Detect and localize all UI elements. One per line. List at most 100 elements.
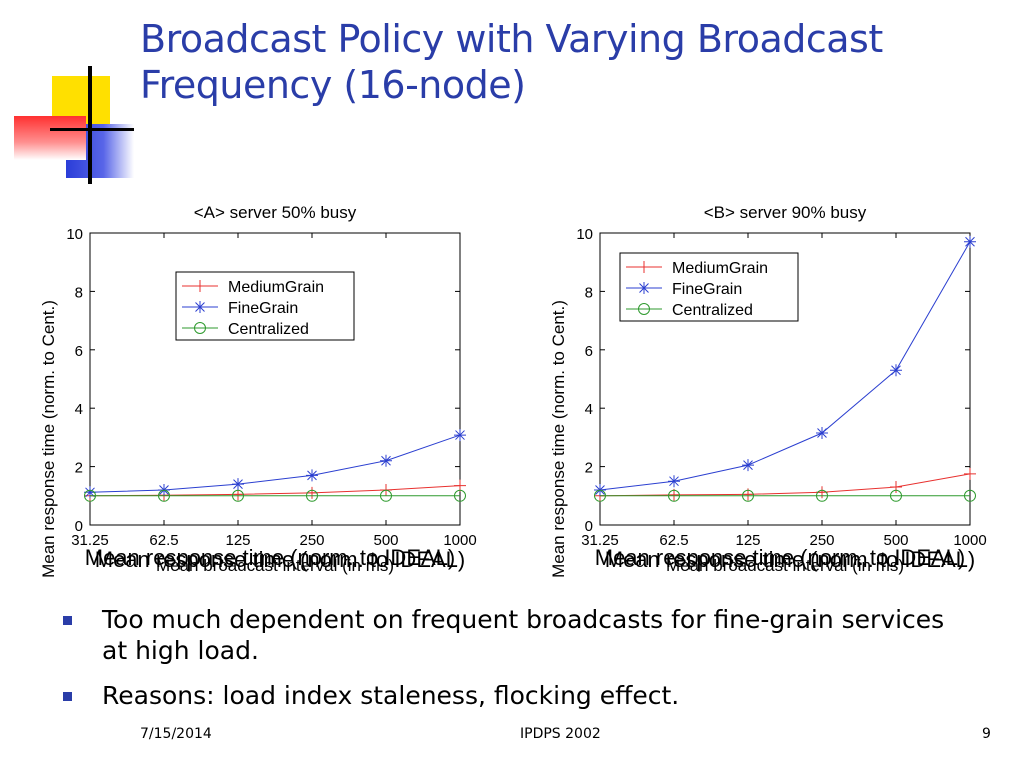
x-axis-label: Mean broadcast interval (in ms) (156, 556, 394, 575)
overlapping-axis-label: Mean response time (norm. to IDEAL) (605, 547, 975, 572)
y-tick-label: 4 (585, 401, 593, 418)
data-point (816, 489, 828, 502)
data-point (84, 486, 96, 499)
legend-label: MediumGrain (672, 260, 768, 277)
legend-marker (194, 322, 206, 334)
chart-title: <B> server 90% busy (704, 203, 867, 222)
plot-frame (599, 232, 971, 526)
data-point (890, 364, 902, 377)
y-tick-label: 8 (75, 284, 83, 301)
x-axis-label: Mean broadcast interval (in ms) (666, 556, 904, 575)
footer-date: 7/15/2014 (140, 726, 212, 742)
logo-graphic (0, 0, 140, 190)
overlapping-axis-label: Mean response time (norm. to IDEAL) (85, 545, 455, 570)
data-point (668, 488, 680, 501)
y-tick-label: 8 (585, 284, 593, 301)
chart-title: <A> server 50% busy (194, 203, 357, 222)
overlapping-axis-label: Mean response time (norm. to IDEAL) (595, 545, 965, 570)
data-point (454, 489, 466, 502)
data-point (742, 489, 754, 502)
x-tick-label: 500 (373, 532, 398, 549)
legend-label: FineGrain (672, 281, 742, 298)
logo-horizontal-line (50, 128, 134, 131)
bullet-square-icon (63, 616, 72, 625)
plot-frame (89, 232, 461, 526)
y-tick-label: 6 (585, 343, 593, 360)
x-tick-label: 250 (809, 532, 834, 549)
data-point (380, 454, 392, 467)
overlapping-axis-label: Mean response time (norm. to IDEAL) (95, 547, 465, 572)
legend-marker (194, 280, 206, 292)
x-tick-label: 1000 (953, 532, 986, 549)
legend-label: Centralized (672, 302, 753, 319)
series-line (599, 473, 971, 497)
data-point (594, 489, 606, 502)
data-point (668, 489, 680, 502)
legend-label: MediumGrain (228, 279, 324, 296)
y-tick-label: 0 (585, 518, 593, 535)
x-tick-label: 125 (735, 532, 760, 549)
x-tick-label: 500 (883, 532, 908, 549)
x-tick-label: 62.5 (659, 532, 688, 549)
data-point (306, 489, 318, 502)
logo-vertical-line (88, 66, 92, 184)
bullet-item: Too much dependent on frequent broadcast… (60, 604, 960, 666)
y-tick-label: 10 (576, 226, 593, 243)
data-point (964, 235, 976, 248)
y-axis-label: Mean response time (norm. to Cent.) (549, 300, 568, 578)
bullet-square-icon (63, 692, 72, 701)
legend-marker (638, 303, 650, 315)
data-point (890, 489, 902, 502)
data-point (454, 429, 466, 442)
x-tick-label: 250 (299, 532, 324, 549)
y-tick-label: 10 (66, 226, 83, 243)
x-tick-label: 31.25 (581, 532, 619, 549)
data-point (232, 478, 244, 491)
data-point (232, 489, 244, 502)
data-point (158, 489, 170, 502)
bullet-item: Reasons: load index staleness, flocking … (60, 680, 960, 711)
series-centralized (84, 489, 466, 502)
logo-red-bar (14, 116, 86, 160)
x-tick-label: 31.25 (71, 532, 109, 549)
legend: MediumGrain FineGrain Centralized (619, 252, 799, 322)
bullet-text: Reasons: load index staleness, flocking … (102, 681, 680, 710)
slide-title-line-2: Frequency (16-node) (140, 63, 526, 107)
legend: MediumGrain FineGrain Centralized (175, 271, 355, 341)
data-point (380, 489, 392, 502)
data-point (890, 481, 902, 494)
y-tick-label: 2 (75, 460, 83, 477)
data-point (84, 489, 96, 502)
legend-marker (638, 261, 650, 273)
series-mediumgrain (594, 467, 976, 502)
data-point (668, 475, 680, 488)
bullet-text: Too much dependent on frequent broadcast… (102, 605, 945, 665)
footer-page-number: 9 (982, 726, 991, 742)
chart-b: <B> server 90% busy 0 2 4 6 8 10 31.25 62.5 125 25… (549, 203, 987, 578)
series-centralized (594, 489, 976, 502)
data-point (306, 469, 318, 482)
data-point (816, 427, 828, 440)
slide-title: Broadcast Policy with Varying Broadcast … (140, 16, 1000, 108)
footer-event: IPDPS 2002 (520, 726, 601, 742)
x-tick-label: 125 (225, 532, 250, 549)
legend-marker (638, 282, 650, 294)
legend-marker (194, 301, 206, 313)
data-point (742, 459, 754, 472)
bullet-list: Too much dependent on frequent broadcast… (60, 604, 960, 725)
series-line (89, 434, 461, 493)
y-tick-label: 0 (75, 518, 83, 535)
data-point (306, 486, 318, 499)
series-finegrain (84, 429, 466, 499)
y-tick-label: 4 (75, 401, 83, 418)
data-point (454, 479, 466, 492)
series-line (599, 241, 971, 491)
legend-label: FineGrain (228, 300, 298, 317)
x-tick-label: 1000 (443, 532, 476, 549)
y-tick-label: 2 (585, 460, 593, 477)
y-tick-label: 6 (75, 343, 83, 360)
x-tick-label: 62.5 (149, 532, 178, 549)
data-point (964, 467, 976, 480)
data-point (964, 489, 976, 502)
legend-label: Centralized (228, 321, 309, 338)
